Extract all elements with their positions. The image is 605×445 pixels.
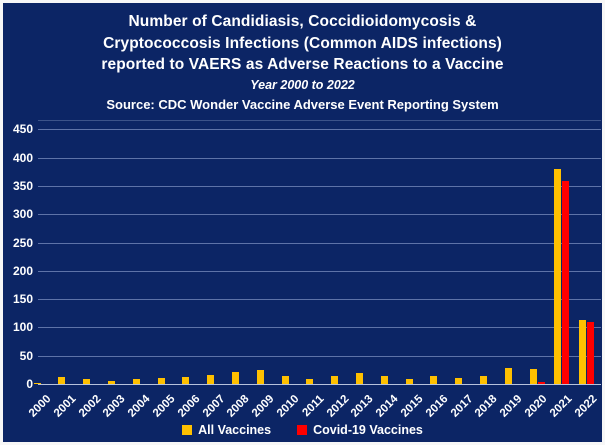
legend-label: All Vaccines [198, 423, 272, 437]
y-tick-label-200: 200 [12, 263, 33, 278]
chart-title-line-2: Cryptococcosis Infections (Common AIDS i… [103, 34, 502, 52]
x-tick-label-2009: 2009 [250, 393, 277, 420]
bar-all-vaccines-2007 [207, 374, 215, 384]
plot-area-top-border [38, 120, 601, 121]
gridline-300 [38, 214, 601, 216]
x-tick-label-2018: 2018 [473, 393, 500, 420]
x-tick-label-2021: 2021 [547, 393, 575, 420]
x-tick-label-2004: 2004 [126, 393, 153, 420]
chart-legend: All Vaccines Covid-19 Vaccines [3, 423, 602, 437]
legend-label: Covid-19 Vaccines [313, 423, 423, 437]
x-tick-label-2011: 2011 [300, 393, 327, 420]
bar-all-vaccines-2011 [306, 379, 314, 384]
bar-all-vaccines-2015 [405, 379, 413, 384]
x-tick-label-2017: 2017 [448, 393, 476, 420]
bar-covid-19-vaccines-2022 [587, 321, 595, 384]
bar-all-vaccines-2020 [529, 369, 537, 384]
y-tick-label-100: 100 [12, 320, 33, 335]
bar-all-vaccines-2003 [107, 381, 115, 384]
gridline-100 [38, 327, 601, 329]
bar-all-vaccines-2022 [579, 320, 587, 384]
bar-all-vaccines-2010 [281, 376, 289, 384]
bar-all-vaccines-2006 [182, 376, 190, 384]
y-tick-label-250: 250 [12, 235, 33, 250]
x-tick-label-2010: 2010 [274, 393, 302, 420]
gridline-0 [38, 384, 601, 385]
x-tick-label-2016: 2016 [423, 393, 451, 420]
gridline-250 [38, 242, 601, 244]
x-tick-label-2019: 2019 [498, 393, 525, 420]
legend-swatch-icon [182, 425, 193, 435]
x-tick-label-2006: 2006 [175, 393, 203, 420]
chart-title-line-3: reported to VAERS as Adverse Reactions t… [101, 56, 504, 73]
x-tick-label-2002: 2002 [76, 393, 104, 420]
bar-all-vaccines-2019 [504, 368, 512, 384]
x-tick-label-2005: 2005 [150, 393, 178, 420]
y-tick-label-400: 400 [12, 150, 33, 165]
x-tick-label-2000: 2000 [26, 393, 54, 420]
bar-all-vaccines-2008 [231, 372, 239, 384]
x-tick-label-2007: 2007 [200, 393, 228, 420]
bar-all-vaccines-2001 [58, 377, 66, 384]
x-tick-label-2015: 2015 [398, 393, 426, 420]
y-tick-label-450: 450 [12, 122, 33, 137]
x-tick-label-2001: 2001 [51, 393, 79, 420]
bar-all-vaccines-2002 [83, 379, 91, 384]
bar-all-vaccines-2012 [331, 375, 339, 384]
bar-covid-19-vaccines-2020 [537, 382, 545, 384]
y-tick-label-50: 50 [19, 348, 33, 363]
bar-all-vaccines-2018 [479, 375, 487, 384]
legend-item-covid-19-vaccines: Covid-19 Vaccines [297, 423, 423, 437]
bar-all-vaccines-2013 [355, 373, 363, 384]
x-tick-label-2003: 2003 [101, 393, 128, 420]
bar-all-vaccines-2014 [380, 376, 388, 384]
gridline-150 [38, 299, 601, 301]
y-tick-label-300: 300 [12, 207, 33, 222]
y-tick-label-150: 150 [12, 292, 33, 307]
y-tick-label-350: 350 [12, 178, 33, 193]
x-tick-label-2022: 2022 [572, 393, 600, 420]
gridline-350 [38, 185, 601, 187]
x-tick-label-2012: 2012 [324, 393, 352, 420]
chart-title-line-1: Number of Candidiasis, Coccidioidomycosi… [128, 13, 477, 30]
legend-item-all-vaccines: All Vaccines [182, 423, 271, 437]
x-tick-label-2013: 2013 [349, 393, 376, 420]
chart-subtitle: Year 2000 to 2022 [250, 77, 355, 92]
bar-all-vaccines-2017 [455, 377, 463, 384]
gridline-50 [38, 355, 601, 357]
x-tick-label-2014: 2014 [374, 393, 401, 420]
gridline-400 [38, 157, 601, 159]
bar-all-vaccines-2009 [256, 370, 264, 384]
bar-all-vaccines-2021 [554, 168, 562, 384]
bar-covid-19-vaccines-2021 [562, 181, 570, 384]
legend-swatch-icon [297, 425, 308, 435]
title-block: Number of Candidiasis, Coccidioidomycosi… [3, 3, 602, 114]
bar-all-vaccines-2005 [157, 377, 165, 384]
x-tick-label-2008: 2008 [225, 393, 252, 420]
gridline-200 [38, 270, 601, 272]
gridline-450 [38, 129, 601, 131]
bar-all-vaccines-2016 [430, 376, 438, 384]
x-tick-label-2020: 2020 [522, 393, 550, 420]
y-tick-label-0: 0 [26, 377, 33, 391]
bar-all-vaccines-2004 [132, 378, 140, 384]
chart-source: Source: CDC Wonder Vaccine Adverse Event… [106, 96, 499, 112]
bar-all-vaccines-2000 [33, 382, 41, 384]
